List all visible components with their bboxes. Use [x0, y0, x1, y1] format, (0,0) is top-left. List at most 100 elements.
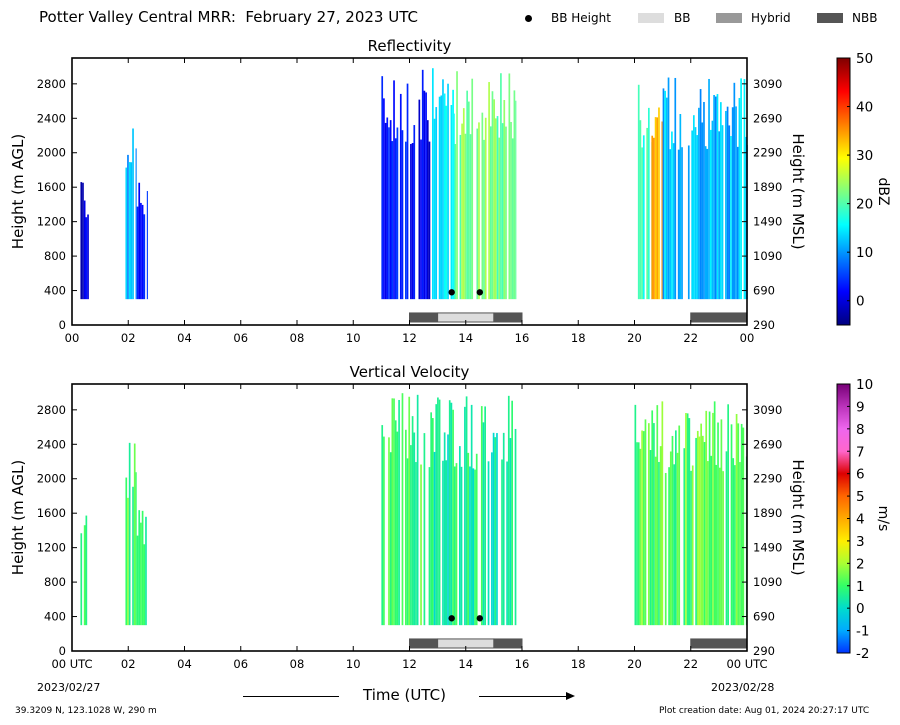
data-cell	[461, 123, 463, 300]
top-legend: BB Height BB Hybrid NBB	[520, 9, 900, 27]
data-cell	[411, 416, 414, 626]
data-cell	[143, 214, 146, 300]
data-cell	[649, 450, 652, 626]
data-cell	[421, 69, 424, 300]
y2-tick-label: 1890	[753, 506, 782, 520]
data-cell	[128, 162, 131, 300]
data-cell	[415, 462, 417, 626]
data-cell	[445, 105, 448, 300]
data-cell	[440, 95, 443, 300]
data-cell	[471, 78, 474, 300]
data-cell	[476, 128, 479, 300]
data-cell	[391, 398, 394, 626]
data-cell	[681, 147, 683, 300]
data-cell	[406, 83, 409, 300]
data-cell	[496, 116, 499, 300]
data-cell	[460, 466, 463, 626]
data-cell	[669, 451, 672, 626]
x-tick-label: 14	[458, 331, 473, 345]
data-cell	[140, 522, 142, 626]
data-cell	[716, 94, 719, 300]
data-cell	[132, 128, 134, 300]
creation-date-label: Plot creation date: Aug 01, 2024 20:27:1…	[659, 706, 870, 716]
data-cell	[733, 82, 736, 300]
data-cell	[734, 465, 736, 626]
data-cell	[713, 94, 715, 300]
data-cell	[677, 149, 680, 300]
x-tick-label: 16	[515, 331, 530, 345]
data-cell	[386, 117, 389, 300]
data-cell	[464, 406, 466, 626]
x-tick-label: 14	[458, 657, 473, 671]
data-cell	[391, 141, 394, 300]
y2-tick-label: 3090	[753, 77, 782, 91]
x-tick-label: 20	[627, 657, 642, 671]
bb-segment	[493, 638, 523, 649]
data-cell	[462, 108, 465, 300]
data-cell	[389, 452, 392, 626]
data-cell	[508, 73, 511, 300]
data-cell	[443, 432, 446, 626]
colorbar-tick-label: 50	[856, 51, 873, 67]
data-cell	[454, 143, 457, 300]
data-cell	[654, 117, 657, 300]
data-cell	[666, 97, 668, 300]
x-tick-label: 12	[402, 657, 417, 671]
data-cell	[423, 433, 426, 626]
data-cell	[405, 141, 407, 300]
data-cell	[145, 516, 147, 626]
colorbar-tick-label: 3	[856, 534, 865, 550]
data-cell	[658, 461, 660, 626]
data-cell	[703, 101, 705, 300]
data-cell	[420, 139, 422, 300]
x-tick-label: 00 UTC	[51, 657, 92, 671]
data-cell	[720, 102, 722, 300]
data-cell	[743, 79, 746, 300]
data-cell	[691, 465, 694, 626]
data-cell	[708, 411, 711, 626]
data-cell	[125, 167, 128, 300]
data-cell	[690, 470, 692, 626]
data-cell	[413, 432, 416, 626]
data-cell	[483, 139, 485, 300]
y-tick-label: 400	[44, 610, 66, 624]
data-cell	[423, 90, 426, 300]
x-tick-label: 08	[290, 657, 305, 671]
colorbar-tick-label: 7	[856, 444, 865, 460]
data-cell	[489, 126, 492, 300]
y2-tick-label: 1490	[753, 215, 782, 229]
data-cell	[80, 182, 83, 300]
data-cell	[727, 404, 729, 626]
y-axis-label: Height (m AGL)	[9, 460, 27, 575]
data-cell	[85, 515, 88, 626]
data-cell	[685, 413, 687, 626]
data-cell	[691, 130, 693, 300]
data-cell	[715, 464, 718, 626]
x-axis-title: Time (UTC)	[363, 686, 446, 704]
data-cell	[488, 82, 490, 300]
x-tick-label: 00	[65, 331, 80, 345]
data-cell	[138, 182, 141, 300]
data-cell	[396, 127, 399, 300]
data-cell	[394, 420, 397, 626]
y2-tick-label: 1490	[753, 541, 782, 555]
data-cell	[475, 453, 478, 626]
data-cell	[388, 437, 390, 626]
data-cell	[399, 93, 402, 300]
data-cell	[503, 100, 506, 300]
y2-tick-label: 1890	[753, 180, 782, 194]
data-cell	[411, 143, 414, 300]
data-cell	[383, 98, 385, 300]
y-tick-label: 0	[59, 318, 66, 332]
data-cell	[136, 535, 139, 626]
data-cell	[135, 148, 137, 300]
data-cell	[401, 393, 404, 626]
data-cell	[408, 396, 411, 626]
colorbar-tick-label: 5	[856, 489, 865, 505]
data-cell	[433, 118, 436, 300]
x-tick-label: 10	[346, 657, 361, 671]
x-tick-label: 04	[177, 331, 192, 345]
y-tick-label: 2000	[37, 472, 66, 486]
y-tick-label: 2000	[37, 146, 66, 160]
data-cell	[491, 452, 493, 626]
